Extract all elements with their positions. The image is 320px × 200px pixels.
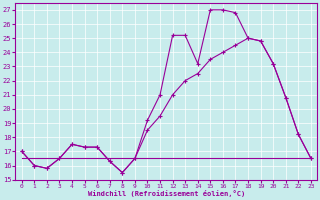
X-axis label: Windchill (Refroidissement éolien,°C): Windchill (Refroidissement éolien,°C) (88, 190, 245, 197)
